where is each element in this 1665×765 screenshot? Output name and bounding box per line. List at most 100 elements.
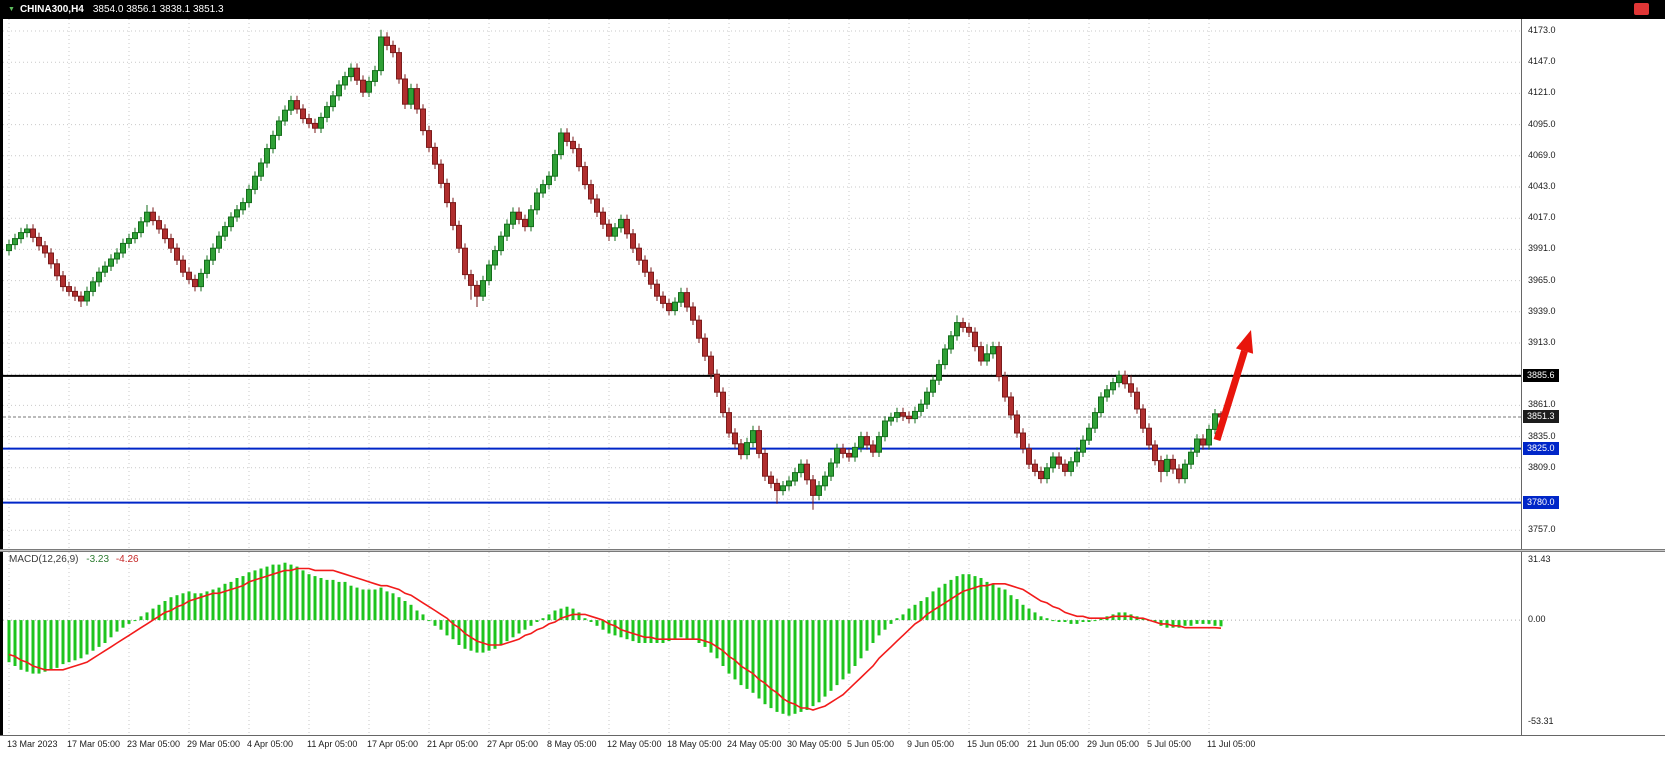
macd-histogram-bar [487,620,491,651]
macd-histogram-bar [1063,620,1067,622]
macd-histogram-bar [607,620,611,634]
candle-body [696,319,702,339]
price-axis[interactable]: 3757.0 3809.0 3835.0 3861.0 3913.0 3939.0 3965… [1521,19,1665,735]
macd-panel[interactable]: MACD(12,26,9) -3.23 -4.26 [3,552,1521,735]
macd-histogram-bar [1129,614,1133,621]
time-axis-label: 29 Mar 05:00 [187,739,241,749]
macd-histogram-bar [19,620,23,670]
time-axis-label: 27 Apr 05:00 [487,739,539,749]
candle-body [804,463,810,481]
macd-histogram-bar [307,574,311,621]
candle-body [186,271,192,280]
macd-histogram-bar [211,589,215,621]
candle-body [636,247,642,261]
time-axis-label: 11 Apr 05:00 [307,739,358,749]
candle-body [624,218,630,235]
candle-body [354,67,360,81]
macd-histogram-bar [379,587,383,621]
candle-body [138,221,144,234]
macd-histogram-bar [955,576,959,621]
macd-histogram-bar [1051,620,1055,622]
candle-body [1206,428,1212,446]
candle-body [990,346,996,355]
candle-body [642,259,648,273]
candle-body [1050,456,1056,469]
macd-histogram-bar [349,585,353,621]
candle-body [582,166,588,186]
candle-body [1026,448,1032,465]
macd-histogram-bar [781,620,785,714]
candle-body [156,220,162,230]
candle-body [234,209,240,218]
macd-histogram-bar [877,620,881,636]
macd-histogram-bar [253,570,257,621]
macd-histogram-bar [199,593,203,621]
macd-histogram-bar [721,620,725,666]
candle-body [528,209,534,228]
candle-body [324,106,330,118]
candle-body [1080,439,1086,453]
candle-body [966,326,972,333]
macd-histogram-bar [961,574,965,621]
macd-histogram-bar [259,568,263,621]
macd-histogram-bar [343,581,347,621]
price-axis-label: 4043.0 [1528,181,1556,191]
macd-grid-layer [3,552,1521,735]
candle-body [90,281,96,292]
price-chart-panel[interactable] [3,19,1521,549]
macd-histogram-bar [703,620,707,647]
macd-histogram-bar [397,597,401,621]
candle-body [564,132,570,142]
time-axis-label: 12 May 05:00 [607,739,662,749]
candle-body [906,415,912,420]
trend-arrow-annotation[interactable] [1213,330,1254,442]
candle-body [300,108,306,120]
candles-layer [6,29,1224,510]
candle-body [840,448,846,454]
macd-histogram-bar [991,583,995,621]
time-axis[interactable]: 13 Mar 2023 17 Mar 05:00 23 Mar 05:00 29 Ma… [0,735,1665,765]
candle-body [282,109,288,122]
candle-body [816,485,822,496]
macd-histogram-bar [1189,620,1193,626]
macd-histogram-bar [829,620,833,691]
candle-body [648,271,654,285]
candle-body [846,452,852,458]
price-level-badge: 3885.6 [1523,368,1559,382]
macd-histogram-bar [127,620,131,624]
macd-indicator-label: MACD(12,26,9) -3.23 -4.26 [9,554,139,565]
panel-separator[interactable] [0,549,1665,552]
macd-histogram-bar [841,620,845,680]
price-axis-label: 4121.0 [1528,87,1556,98]
macd-histogram-bar [367,589,371,621]
candle-body [168,238,174,249]
candle-body [468,274,474,286]
time-axis-label: 21 Jun 05:00 [1027,739,1080,749]
candle-body [708,355,714,375]
macd-histogram-bar [31,620,35,674]
time-axis-label: 5 Jul 05:00 [1147,739,1192,749]
candle-body [954,322,960,337]
candle-body [360,79,366,93]
macd-histogram-bar [385,591,389,621]
macd-histogram-bar [613,620,617,636]
candle-body [198,272,204,288]
macd-histogram-bar [103,620,107,643]
macd-histogram-bar [697,620,701,643]
macd-histogram-bar [901,614,905,621]
candle-body [480,280,486,297]
macd-histogram-bar [709,620,713,653]
chart-ohlc-values: 3854.0 3856.1 3838.1 3851.3 [92,4,224,15]
candle-body [522,218,528,228]
price-axis-label: 3861.0 [1528,399,1556,410]
macd-histogram-bar [13,620,17,666]
candle-body [204,259,210,274]
candle-body [1038,470,1044,480]
candle-body [492,250,498,266]
candle-body [798,463,804,474]
macd-histogram-bar [1045,618,1049,621]
macd-histogram-bar [373,589,377,621]
symbol-dropdown-icon[interactable]: ▼ [8,6,15,13]
macd-histogram-bar [469,620,473,651]
macd-histogram-bar [757,620,761,699]
